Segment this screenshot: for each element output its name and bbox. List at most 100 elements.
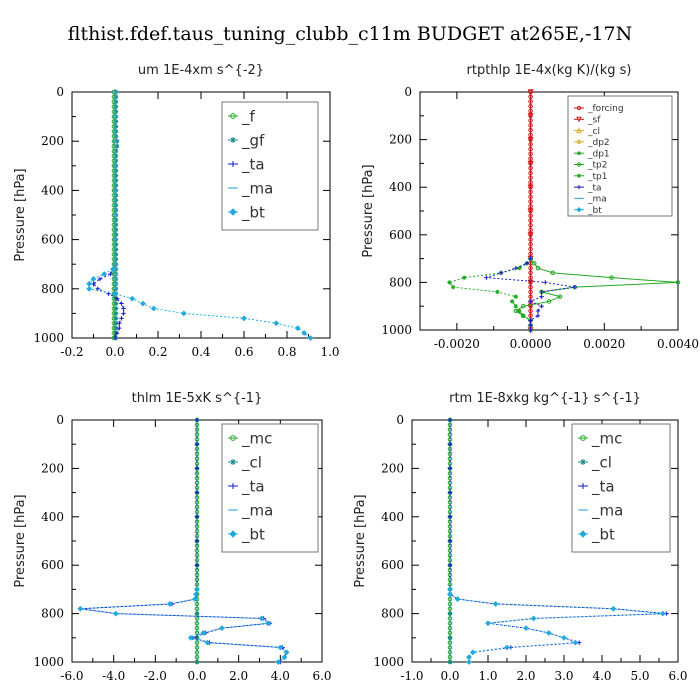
- legend-entry: _f: [241, 107, 256, 126]
- data-point: [527, 89, 534, 96]
- data-point: [447, 659, 453, 665]
- legend: _mc _cl _ta _ma _bt: [571, 423, 671, 553]
- data-point: [113, 168, 119, 173]
- data-point: [527, 136, 534, 143]
- legend-marker: [576, 105, 582, 111]
- y-tick-label: 800: [381, 607, 404, 621]
- data-point: [447, 635, 453, 640]
- data-point: [187, 634, 194, 641]
- data-point: [101, 271, 108, 277]
- data-point: [528, 256, 533, 261]
- legend-box: [567, 95, 673, 217]
- data-point: [513, 304, 519, 309]
- legend-entry: _ta: [241, 155, 265, 174]
- data-point: [200, 630, 207, 636]
- data-point: [114, 330, 120, 336]
- data-point: [194, 586, 200, 593]
- data-point: [194, 442, 200, 447]
- data-point: [113, 193, 119, 198]
- data-point: [447, 280, 452, 285]
- data-point: [113, 316, 119, 321]
- x-tick-label: 6.0: [668, 669, 687, 683]
- data-point: [194, 538, 200, 544]
- data-point: [140, 300, 146, 307]
- legend-marker: [230, 459, 236, 465]
- data-point: [113, 252, 119, 257]
- series-line: [92, 92, 125, 339]
- y-tick-label: 600: [41, 558, 64, 572]
- data-point: [113, 124, 119, 129]
- data-point: [528, 323, 533, 328]
- data-point: [539, 294, 544, 299]
- legend-marker: [229, 530, 237, 538]
- data-point: [610, 605, 617, 612]
- data-point: [113, 173, 119, 178]
- legend-entry: _gf: [241, 131, 265, 150]
- y-tick-label: 0: [56, 413, 64, 427]
- data-point: [301, 330, 308, 336]
- x-tick-label: 4.0: [271, 669, 290, 683]
- data-point: [539, 289, 544, 295]
- legend-marker: [230, 483, 236, 489]
- data-point: [241, 315, 247, 322]
- legend-marker: [580, 435, 586, 441]
- data-point: [485, 620, 491, 627]
- legend-entry: _ta: [587, 183, 602, 193]
- legend-entry: _mc: [591, 429, 622, 448]
- x-tick-label: 1.0: [478, 669, 497, 683]
- legend-entry: _ma: [241, 179, 273, 198]
- data-point: [113, 183, 119, 188]
- data-point: [527, 232, 534, 239]
- data-point: [113, 198, 119, 203]
- y-axis-label: Pressure [hPa]: [13, 168, 28, 261]
- data-point: [113, 321, 119, 326]
- data-point: [193, 591, 199, 598]
- data-point: [113, 222, 119, 228]
- legend: _mc _cl _ta _ma _bt: [221, 423, 319, 553]
- data-point: [520, 303, 526, 309]
- y-tick-label: 800: [41, 607, 64, 621]
- data-point: [113, 94, 119, 100]
- data-point: [283, 649, 290, 656]
- legend: _f _gf _ta _ma _bt: [221, 101, 319, 231]
- data-point: [447, 611, 453, 616]
- data-point: [113, 306, 119, 311]
- data-point: [517, 265, 522, 271]
- data-point: [112, 610, 119, 617]
- data-point: [113, 129, 119, 134]
- data-point: [129, 295, 136, 302]
- x-tick-label: 0.2: [148, 345, 167, 359]
- y-tick-label: 200: [41, 461, 64, 475]
- data-point: [447, 442, 453, 447]
- data-point: [528, 299, 533, 304]
- data-point: [204, 639, 211, 646]
- data-point: [113, 119, 119, 124]
- data-point: [113, 232, 119, 237]
- data-point: [307, 335, 314, 341]
- legend-marker: [576, 127, 582, 134]
- data-point: [113, 99, 119, 105]
- data-point: [521, 313, 526, 318]
- data-point: [517, 308, 522, 314]
- panel-1: um 1E-4xm s^{-2} Pressure [hPa] -0.2 0.0 0.2…: [13, 63, 340, 359]
- y-tick-label: 0: [396, 413, 404, 427]
- legend-marker: [230, 161, 236, 167]
- panel-title: rtm 1E-8xkg kg^{-1} s^{-1}: [449, 391, 641, 406]
- y-tick-label: 400: [41, 183, 64, 197]
- y-axis-label: Pressure [hPa]: [361, 164, 376, 257]
- data-point: [113, 178, 119, 183]
- data-point: [258, 615, 265, 622]
- data-point: [90, 276, 97, 282]
- data-point: [527, 279, 534, 286]
- data-point: [119, 301, 124, 306]
- x-tick-label: 0.0000: [510, 337, 552, 351]
- data-point: [466, 659, 472, 665]
- x-tick-label: 0.6: [234, 345, 253, 359]
- data-point: [550, 270, 555, 276]
- legend-entry: _forcing: [587, 104, 624, 114]
- data-point: [527, 303, 534, 310]
- y-tick-label: 400: [381, 510, 404, 524]
- series-line: [80, 589, 288, 663]
- legend-marker: [229, 208, 237, 216]
- data-point: [121, 311, 126, 316]
